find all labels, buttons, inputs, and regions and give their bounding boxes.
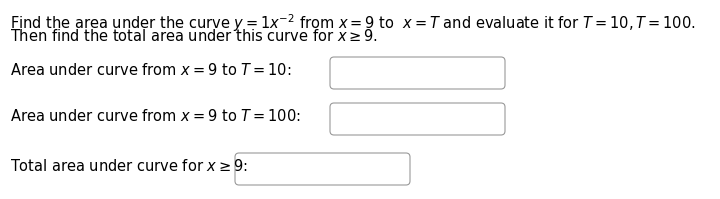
Text: Total area under curve for $x \geq 9$:: Total area under curve for $x \geq 9$: <box>10 158 248 174</box>
Text: Area under curve from $x = 9$ to $T = 10$:: Area under curve from $x = 9$ to $T = 10… <box>10 62 292 78</box>
Text: Find the area under the curve $y = 1x^{-2}$ from $x = 9$ to  $x = T$ and evaluat: Find the area under the curve $y = 1x^{-… <box>10 12 696 34</box>
FancyBboxPatch shape <box>330 57 505 89</box>
Text: Area under curve from $x = 9$ to $T = 100$:: Area under curve from $x = 9$ to $T = 10… <box>10 108 301 124</box>
FancyBboxPatch shape <box>330 103 505 135</box>
FancyBboxPatch shape <box>235 153 410 185</box>
Text: Then find the total area under this curve for $x \geq 9.$: Then find the total area under this curv… <box>10 28 378 44</box>
